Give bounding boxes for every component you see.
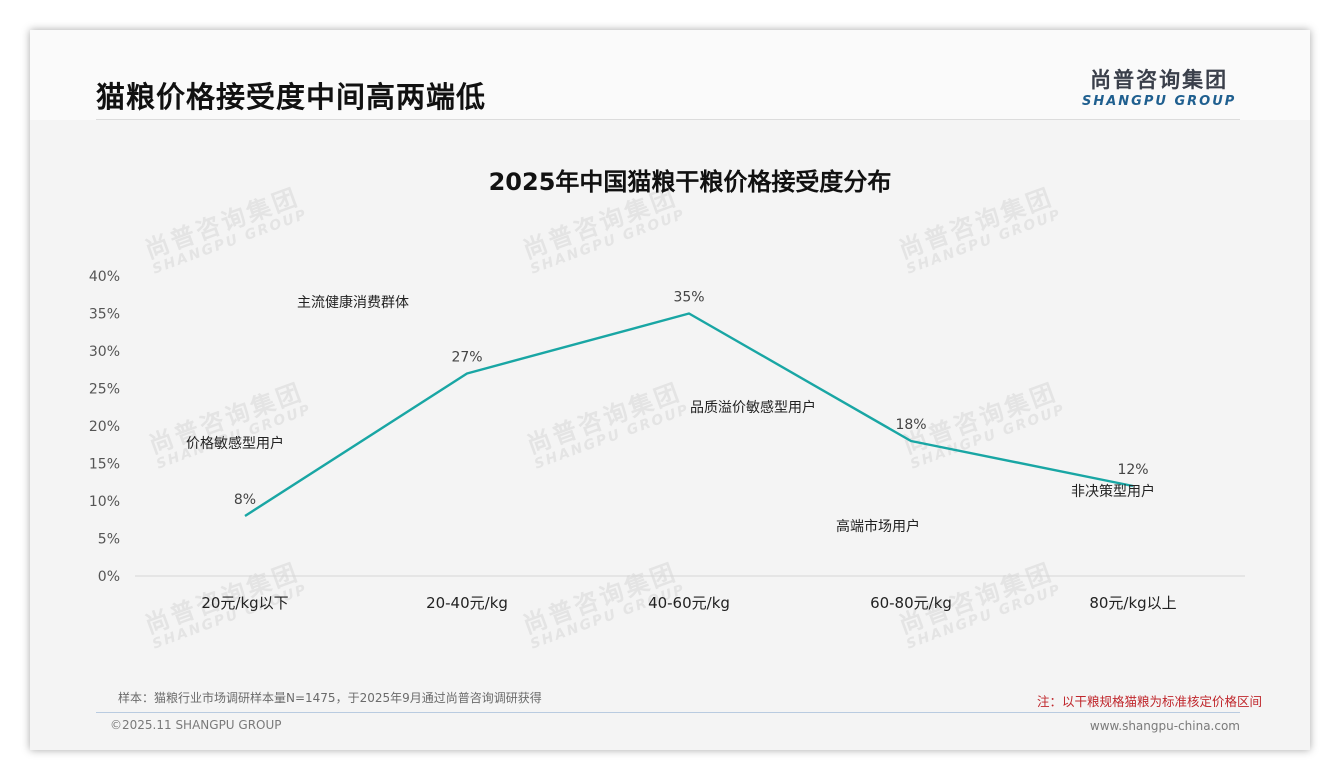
annotation-mainstream: 主流健康消费群体 [297,294,409,311]
y-tick-label: 5% [98,532,120,548]
y-tick-label: 0% [98,569,120,585]
slide: 尚普咨询集团 SHANGPU GROUP 尚普咨询集团 SHANGPU GROUP … [30,30,1310,750]
data-label: 8% [234,492,256,508]
annotation-high-end: 高端市场用户 [836,518,920,535]
data-labels: 8% 27% 35% 18% 12% [234,290,1149,509]
x-tick-label: 20元/kg以下 [201,594,288,612]
sample-footnote: 样本：猫粮行业市场调研样本量N=1475，于2025年9月通过尚普咨询调研获得 [118,691,542,705]
title-divider [96,119,1240,120]
y-axis: 0% 5% 10% 15% 20% 25% 30% 35% 40% [89,269,120,585]
x-axis: 20元/kg以下 20-40元/kg 40-60元/kg 60-80元/kg 80元/k… [201,594,1176,612]
header-band [30,30,1310,120]
y-tick-label: 25% [89,382,120,398]
chart-title: 2025年中国猫粮干粮价格接受度分布 [488,168,892,196]
footer-divider [96,712,1240,713]
data-label: 35% [673,290,704,306]
y-tick-label: 10% [89,494,120,510]
y-tick-label: 20% [89,419,120,435]
logo-en-text: SHANGPU GROUP [1082,94,1237,109]
x-tick-label: 60-80元/kg [870,594,952,612]
series-line [244,312,1134,518]
data-label: 27% [451,350,482,366]
annotation-premium-sensitive: 品质溢价敏感型用户 [690,399,816,416]
data-label: 12% [1117,462,1148,478]
y-tick-label: 15% [89,457,120,473]
y-tick-label: 30% [89,344,120,360]
company-logo: 尚普咨询集团 SHANGPU GROUP [1082,64,1236,109]
x-tick-label: 80元/kg以上 [1089,594,1176,612]
website-link[interactable]: www.shangpu-china.com [1089,719,1240,733]
annotation-price-sensitive: 价格敏感型用户 [186,435,284,452]
y-tick-label: 40% [89,269,120,285]
y-tick-label: 35% [89,307,120,323]
annotation-non-decision: 非决策型用户 [1071,483,1155,500]
logo-cn-text: 尚普咨询集团 [1090,68,1229,92]
page-title: 猫粮价格接受度中间高两端低 [96,80,487,114]
x-tick-label: 40-60元/kg [648,594,730,612]
price-note: 注：以干粮规格猫粮为标准核定价格区间 [1036,694,1262,709]
x-tick-label: 20-40元/kg [426,594,508,612]
copyright-text: ©2025.11 SHANGPU GROUP [110,718,282,732]
data-label: 18% [895,417,926,433]
line-chart: 0% 5% 10% 15% 20% 25% 30% 35% 40% 20元/kg以下 20-40元… [89,269,1245,612]
